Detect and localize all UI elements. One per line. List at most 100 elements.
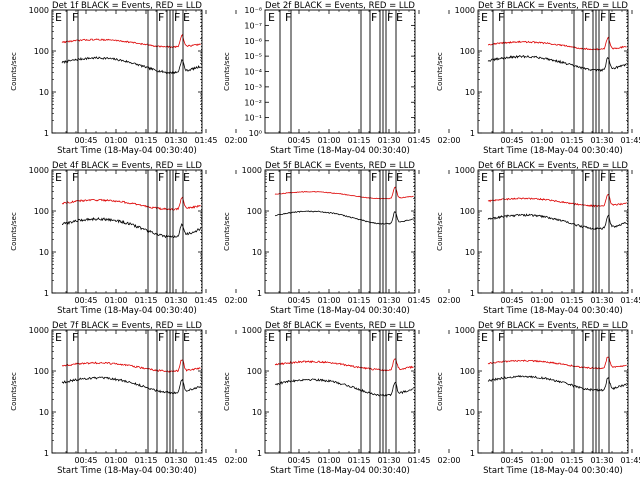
y-tick-label: 100 (34, 47, 49, 56)
flag-letter: E (183, 331, 190, 344)
y-tick-label: 1000 (242, 166, 262, 175)
flag-letter: F (600, 11, 606, 24)
events-series-line (61, 376, 201, 395)
x-tick-label: 01:00 (530, 136, 553, 145)
flag-letter: F (498, 331, 504, 344)
x-tick-label: 00:45 (500, 296, 523, 305)
detector-panel-2: Det 2f BLACK = Events, RED = LLD Start Ti… (223, 1, 461, 156)
x-tick-label: 01:15 (560, 296, 583, 305)
flag-letter: F (158, 171, 164, 184)
x-tick-label: 01:00 (104, 296, 127, 305)
x-tick-label: 01:45 (620, 296, 640, 305)
lld-series-line (487, 193, 627, 208)
flag-letter: F (158, 11, 164, 24)
y-tick-label: 10⁻¹ (244, 114, 262, 123)
flag-letter: E (396, 11, 403, 24)
x-tick-label: 01:30 (377, 456, 400, 465)
x-axis-label: Start Time (18-May-04 00:30:40) (270, 466, 410, 476)
x-tick-label: 01:45 (620, 456, 640, 465)
x-tick-label: 01:15 (560, 456, 583, 465)
x-tick-label: 01:30 (590, 136, 613, 145)
x-tick-label: 01:00 (317, 456, 340, 465)
plot-frame (51, 329, 203, 454)
y-tick-label: 10⁻⁴ (244, 68, 262, 77)
y-axis-label: Counts/sec (436, 212, 444, 251)
flag-letter: E (609, 331, 616, 344)
flag-letter: E (268, 11, 275, 24)
detector-panel-9: Det 9f BLACK = Events, RED = LLD Start Ti… (436, 321, 640, 476)
x-tick-label: 01:00 (104, 136, 127, 145)
flag-letter: F (174, 171, 180, 184)
x-tick-label: 00:45 (74, 296, 97, 305)
lld-series-line (61, 359, 201, 373)
flag-letter: F (72, 171, 78, 184)
y-tick-label: 10⁰ (249, 129, 262, 138)
y-tick-label: 1 (470, 289, 475, 298)
detector-panel-1: Det 1f BLACK = Events, RED = LLD Start Ti… (10, 1, 248, 156)
detector-panel-5: Det 5f BLACK = Events, RED = LLD Start Ti… (223, 161, 461, 316)
x-tick-label: 00:45 (287, 136, 310, 145)
x-tick-label: 01:45 (194, 296, 217, 305)
y-axis-label: Counts/sec (223, 52, 231, 91)
y-tick-label: 100 (247, 367, 262, 376)
panel-title: Det 8f BLACK = Events, RED = LLD (265, 321, 415, 331)
x-axis-label: Start Time (18-May-04 00:30:40) (57, 466, 197, 476)
flag-letter: E (609, 11, 616, 24)
flag-letter: E (481, 11, 488, 24)
lld-series-line (274, 186, 414, 200)
x-tick-label: 01:00 (317, 296, 340, 305)
x-tick-label: 01:30 (377, 296, 400, 305)
events-series-line (274, 210, 414, 225)
y-tick-label: 10⁻⁶ (244, 37, 262, 46)
y-tick-label: 1 (470, 129, 475, 138)
events-series-line (274, 378, 414, 397)
flag-letter: E (396, 331, 403, 344)
flag-letter: F (285, 11, 291, 24)
events-series-line (487, 374, 627, 392)
y-tick-label: 10 (465, 408, 475, 417)
x-tick-label: 01:45 (407, 136, 430, 145)
y-tick-label: 10 (465, 248, 475, 257)
flag-letter: F (158, 331, 164, 344)
y-tick-label: 10⁻² (244, 98, 262, 107)
detector-panel-3: Det 3f BLACK = Events, RED = LLD Start Ti… (436, 1, 640, 156)
x-tick-label: 01:00 (530, 456, 553, 465)
x-tick-label: 01:30 (590, 456, 613, 465)
plot-frame (51, 9, 203, 134)
y-tick-label: 10 (465, 88, 475, 97)
x-tick-label: 02:00 (224, 296, 247, 305)
x-tick-label: 00:45 (287, 296, 310, 305)
flag-letter: F (72, 11, 78, 24)
y-tick-label: 10 (39, 408, 49, 417)
detector-panel-8: Det 8f BLACK = Events, RED = LLD Start Ti… (223, 321, 461, 476)
y-axis-label: Counts/sec (436, 372, 444, 411)
x-tick-label: 01:15 (134, 136, 157, 145)
y-tick-label: 1000 (455, 326, 475, 335)
flag-letter: E (268, 331, 275, 344)
flag-letter: F (72, 331, 78, 344)
detector-panel-4: Det 4f BLACK = Events, RED = LLD Start Ti… (10, 161, 248, 316)
x-axis-label: Start Time (18-May-04 00:30:40) (483, 146, 623, 156)
y-axis-label: Counts/sec (436, 52, 444, 91)
y-tick-label: 1000 (455, 166, 475, 175)
y-tick-label: 100 (460, 207, 475, 216)
y-axis-label: Counts/sec (10, 212, 18, 251)
y-tick-label: 1000 (29, 326, 49, 335)
flag-letter: F (498, 171, 504, 184)
flag-letter: F (387, 11, 393, 24)
y-tick-label: 100 (34, 367, 49, 376)
y-tick-label: 10 (39, 248, 49, 257)
x-tick-label: 01:30 (590, 296, 613, 305)
flag-letter: E (55, 11, 62, 24)
x-tick-label: 01:45 (407, 456, 430, 465)
x-axis-label: Start Time (18-May-04 00:30:40) (270, 306, 410, 316)
flag-letter: F (600, 331, 606, 344)
panel-title: Det 3f BLACK = Events, RED = LLD (478, 1, 628, 11)
y-axis-label: Counts/sec (223, 212, 231, 251)
lld-series-line (61, 196, 201, 211)
x-tick-label: 02:00 (437, 456, 460, 465)
plot-frame (264, 329, 416, 454)
x-tick-label: 01:15 (347, 296, 370, 305)
y-tick-label: 1 (44, 449, 49, 458)
x-axis-label: Start Time (18-May-04 00:30:40) (270, 146, 410, 156)
